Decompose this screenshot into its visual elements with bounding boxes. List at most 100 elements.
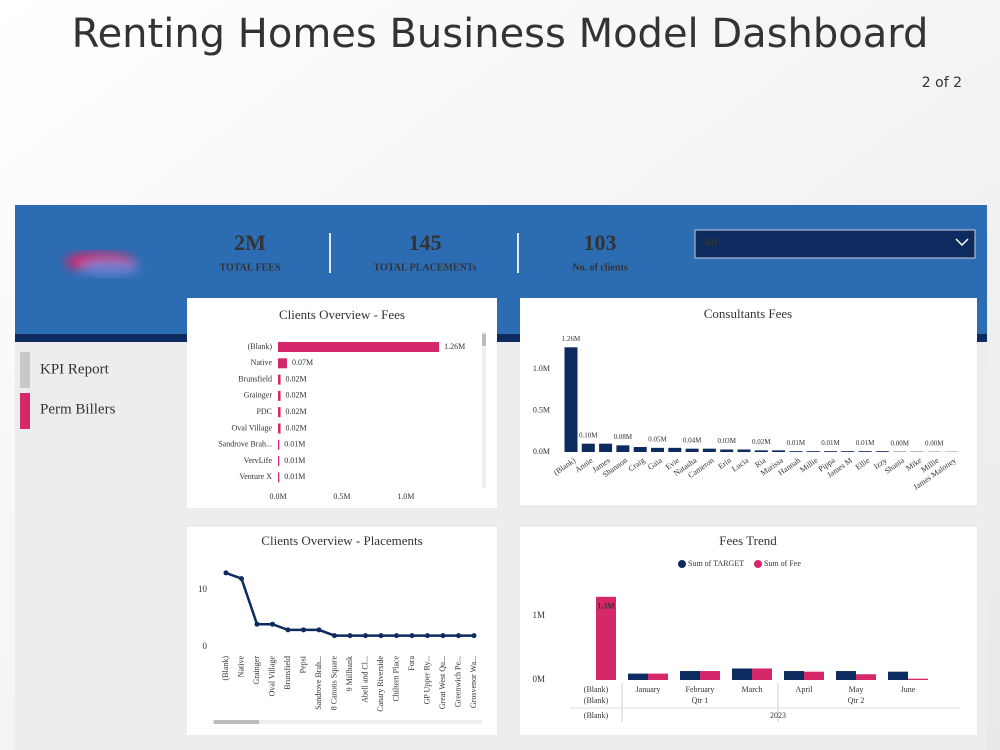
nav: KPI Report Perm Billers bbox=[20, 352, 116, 429]
point bbox=[471, 633, 477, 639]
x-tick-label: Canary Riverside bbox=[376, 656, 385, 712]
x-tick-label: Greenwich Pe... bbox=[453, 656, 462, 707]
legend-label: Sum of TARGET bbox=[688, 559, 744, 568]
x-tick-label: May bbox=[849, 685, 864, 694]
legend-swatch bbox=[754, 560, 762, 568]
point bbox=[223, 570, 229, 576]
data-label: 0.02M bbox=[752, 438, 771, 446]
nav-item[interactable]: KPI Report bbox=[40, 361, 110, 377]
kpi-label: TOTAL FEES bbox=[219, 262, 280, 273]
x-tick-label: June bbox=[901, 685, 916, 694]
point bbox=[378, 633, 384, 639]
nav-marker bbox=[20, 352, 30, 388]
x-tick-label: GP Upper Ry... bbox=[422, 656, 431, 704]
y-tick-label: 1M bbox=[532, 610, 545, 620]
bar bbox=[737, 449, 751, 452]
data-label: 0.00M bbox=[890, 439, 909, 447]
bar bbox=[680, 671, 700, 680]
page-number: 2 of 2 bbox=[922, 75, 962, 91]
header-rule bbox=[15, 334, 987, 342]
x-tick-label: Fora bbox=[407, 656, 416, 671]
x-tick-label: Sandrove Brah... bbox=[314, 656, 323, 710]
bar bbox=[581, 443, 595, 452]
x-tick-label: January bbox=[636, 685, 661, 694]
y-tick-label: Sandrove Brah... bbox=[218, 440, 272, 449]
data-label: 0.01M bbox=[284, 456, 305, 465]
bar bbox=[278, 374, 281, 385]
bar bbox=[628, 673, 648, 680]
card bbox=[520, 298, 977, 505]
nav-item[interactable]: Perm Billers bbox=[40, 401, 116, 417]
bar bbox=[633, 447, 647, 452]
data-label: 1.26M bbox=[444, 342, 465, 351]
card bbox=[187, 298, 497, 508]
bar bbox=[789, 451, 803, 452]
x-tick-label: 0.5M bbox=[333, 492, 350, 501]
bar bbox=[278, 390, 281, 401]
bar bbox=[856, 674, 876, 680]
data-label: 0.02M bbox=[286, 391, 307, 400]
bar bbox=[888, 671, 908, 680]
bar bbox=[596, 596, 616, 680]
x-tick-label: 9 Millbank bbox=[345, 656, 354, 691]
data-label: 0.08M bbox=[614, 433, 633, 441]
data-label: 1.26M bbox=[562, 335, 581, 343]
bar bbox=[278, 358, 287, 369]
scrollbar[interactable] bbox=[212, 720, 482, 724]
x-tick-label: Great West Qu... bbox=[438, 656, 447, 709]
x-tick-label: Chiltern Place bbox=[391, 656, 400, 702]
x-tick-label: Grainger bbox=[252, 656, 261, 685]
chart-title: Clients Overview - Fees bbox=[279, 307, 405, 322]
point bbox=[332, 633, 337, 639]
x-tick-label: (Blank) bbox=[221, 656, 230, 681]
data-label: 1.3M bbox=[597, 602, 615, 611]
dropdown-value[interactable]: All bbox=[702, 235, 718, 249]
bar bbox=[754, 450, 768, 452]
data-label: 0.07M bbox=[292, 358, 313, 367]
data-label: 0.00M bbox=[925, 439, 944, 447]
data-label: 0.02M bbox=[286, 423, 307, 432]
kpi-value: 103 bbox=[584, 230, 617, 255]
x-group-label: Qtr 2 bbox=[848, 696, 865, 705]
bar bbox=[824, 451, 837, 452]
bar bbox=[702, 448, 716, 452]
data-label: 0.01M bbox=[284, 472, 305, 481]
scrollbar[interactable] bbox=[482, 332, 486, 488]
data-label: 0.01M bbox=[284, 440, 305, 449]
bar bbox=[278, 472, 280, 483]
kpi-value: 2M bbox=[234, 230, 266, 255]
data-label: 0.04M bbox=[683, 436, 702, 444]
bar bbox=[278, 342, 440, 352]
bar bbox=[908, 678, 928, 680]
bar bbox=[648, 673, 668, 680]
data-label: 0.01M bbox=[787, 439, 806, 447]
x-tick-label: February bbox=[686, 685, 715, 694]
bar bbox=[564, 347, 578, 452]
logo bbox=[65, 252, 140, 276]
point bbox=[285, 627, 291, 633]
dropdown-arrow[interactable] bbox=[955, 238, 969, 247]
chart-title: Consultants Fees bbox=[704, 306, 792, 321]
y-tick-label: VervLife bbox=[244, 456, 273, 465]
point bbox=[254, 621, 260, 627]
dropdown-box[interactable] bbox=[694, 229, 976, 259]
kpi-value: 145 bbox=[409, 230, 442, 255]
y-tick-label: Brunsfield bbox=[238, 374, 272, 383]
x-tick-label: Grosvenor Wa... bbox=[469, 656, 478, 708]
bar bbox=[732, 668, 752, 680]
data-label: 0.05M bbox=[648, 435, 667, 443]
data-label: 0.03M bbox=[717, 437, 736, 445]
data-label: 0.02M bbox=[286, 374, 307, 383]
point bbox=[301, 627, 306, 633]
scrollbar-thumb[interactable] bbox=[214, 720, 259, 724]
bar bbox=[700, 671, 720, 680]
x-tick-label: March bbox=[742, 685, 763, 694]
y-tick-label: Grainger bbox=[244, 391, 273, 400]
bar bbox=[772, 450, 786, 452]
data-label: 0.01M bbox=[856, 439, 875, 447]
filter-dropdown[interactable]: All bbox=[694, 229, 976, 259]
x-tick-label: Pepsi bbox=[298, 655, 307, 673]
y-tick-label: 1.0M bbox=[533, 364, 550, 373]
y-tick-label: Native bbox=[251, 358, 273, 367]
scrollbar-thumb[interactable] bbox=[482, 334, 486, 346]
